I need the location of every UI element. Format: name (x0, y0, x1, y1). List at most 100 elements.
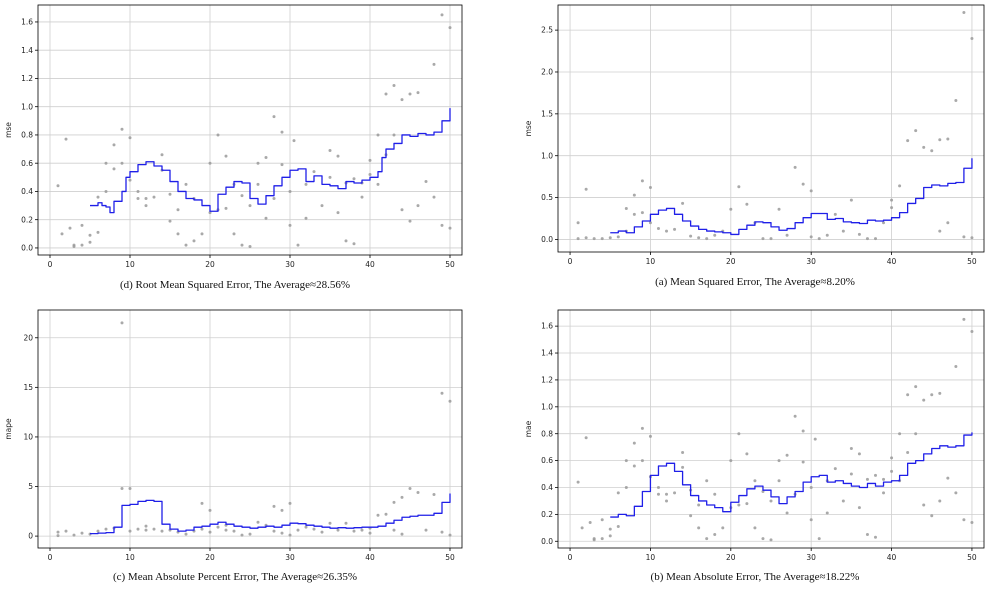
data-point (392, 528, 396, 532)
y-tick-label: 0.8 (541, 429, 553, 438)
y-tick-label: 1.4 (541, 349, 553, 358)
data-point (616, 235, 620, 239)
data-point (416, 204, 420, 208)
data-point (813, 437, 817, 441)
data-point (248, 204, 252, 208)
data-point (256, 520, 260, 524)
data-point (80, 223, 84, 227)
data-point (801, 429, 805, 433)
data-point (272, 197, 276, 201)
x-tick-label: 10 (646, 257, 656, 266)
chart-panel-mae: 0 10 20 30 40 50 0.0 0.2 0.4 0.6 0.8 1.0 1.2 1.4 1.6 ma… (520, 305, 990, 590)
data-point (882, 491, 886, 495)
data-point (352, 177, 356, 181)
data-point (184, 243, 188, 247)
data-point (841, 499, 845, 503)
data-point (777, 479, 781, 483)
chart-svg: 0 10 20 30 40 50 0.0 0.2 0.4 0.6 0.8 1.0 1.2 1.4 1.6 ms… (4, 4, 463, 269)
data-point (681, 201, 685, 205)
data-point (793, 414, 797, 418)
data-point (376, 513, 380, 517)
data-point (906, 451, 910, 455)
data-point (580, 526, 584, 530)
data-point (144, 204, 148, 208)
data-point (689, 234, 693, 238)
data-point (136, 197, 140, 201)
data-point (120, 321, 124, 325)
data-point (208, 508, 212, 512)
data-point (416, 91, 420, 95)
data-point (922, 398, 926, 402)
y-tick-label: 15 (23, 383, 33, 392)
y-axis-label: mse (4, 122, 13, 138)
chart-svg: 0 10 20 30 40 50 0.0 0.5 1.0 1.5 2.0 2.5 mse (524, 4, 985, 266)
data-point (176, 232, 180, 236)
data-point (873, 535, 877, 539)
chart-caption: (d) Root Mean Squared Error, The Average… (119, 279, 350, 291)
data-point (882, 477, 886, 481)
data-point (809, 485, 813, 489)
plot-frame (37, 4, 463, 256)
data-point (208, 530, 212, 534)
data-point (600, 237, 604, 241)
data-point (970, 36, 974, 40)
data-point (128, 178, 132, 182)
y-tick-label: 1.0 (541, 402, 553, 411)
data-point (272, 115, 276, 119)
data-point (761, 237, 765, 241)
data-point (256, 182, 260, 186)
data-point (400, 532, 404, 536)
data-point (584, 187, 588, 191)
y-axis-label: mape (4, 418, 13, 440)
x-tick-label: 50 (967, 553, 977, 562)
y-tick-label: 2.0 (541, 68, 553, 77)
data-point (448, 226, 452, 230)
data-point (785, 511, 789, 515)
data-point (232, 232, 236, 236)
data-point (72, 245, 76, 249)
data-point (656, 485, 660, 489)
data-point (890, 456, 894, 460)
y-tick-label: 0.2 (541, 510, 553, 519)
x-tick-label: 0 (568, 553, 573, 562)
chart-svg: 0 10 20 30 40 50 0.0 0.2 0.4 0.6 0.8 1.0 1.2 1.4 1.6 ma… (524, 309, 985, 562)
data-point (769, 237, 773, 241)
y-tick-label: 0.0 (541, 235, 553, 244)
data-point (408, 92, 412, 96)
data-point (392, 84, 396, 88)
data-point (873, 237, 877, 241)
data-point (88, 240, 92, 244)
chart-caption: (c) Mean Absolute Percent Error, The Ave… (112, 571, 358, 583)
y-tick-label: 0.8 (21, 131, 33, 140)
data-point (304, 182, 308, 186)
data-point (648, 186, 652, 190)
data-point (248, 532, 252, 536)
data-point (304, 525, 308, 529)
data-point (280, 508, 284, 512)
x-tick-label: 20 (726, 553, 736, 562)
data-point (608, 236, 612, 240)
data-point (424, 528, 428, 532)
data-point (328, 175, 332, 179)
data-point (320, 204, 324, 208)
data-point (440, 13, 444, 17)
data-point (833, 212, 837, 216)
chart-caption: (a) Mean Squared Error, The Average≈8.20… (655, 276, 855, 288)
y-axis-label: mse (524, 120, 533, 136)
data-point (640, 211, 644, 215)
data-point (962, 317, 966, 321)
data-point (376, 182, 380, 186)
data-point (825, 233, 829, 237)
y-tick-label: 1.0 (21, 102, 33, 111)
data-point (809, 518, 813, 522)
data-point (80, 531, 84, 535)
data-point (112, 167, 116, 171)
data-point (640, 426, 644, 430)
data-point (440, 223, 444, 227)
x-tick-label: 20 (205, 260, 215, 269)
data-point (624, 485, 628, 489)
y-tick-label: 0.5 (541, 193, 553, 202)
data-point (392, 133, 396, 137)
data-point (264, 156, 268, 160)
data-point (640, 179, 644, 183)
